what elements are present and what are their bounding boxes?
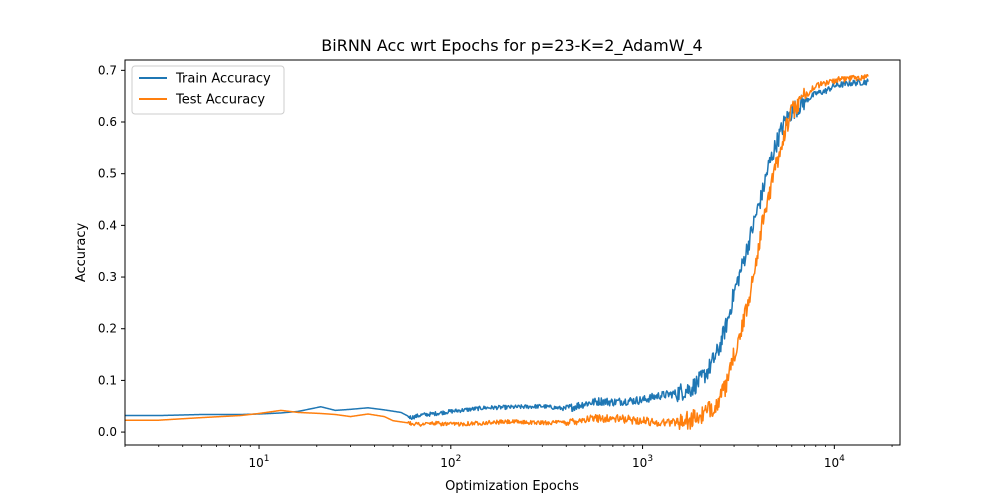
legend: Train Accuracy Test Accuracy	[131, 65, 285, 115]
legend-box	[131, 65, 285, 115]
y-tick-label: 0.2	[98, 322, 117, 336]
x-tick-label: 102	[440, 454, 461, 470]
y-tick-label: 0.3	[98, 270, 117, 284]
plot-area	[125, 60, 900, 445]
legend-label-train: Train Accuracy	[175, 72, 271, 87]
legend-label-test: Test Accuracy	[175, 93, 265, 108]
x-tick-label: 101	[249, 454, 270, 470]
series-line-test	[124, 73, 869, 431]
y-tick-label: 0.0	[98, 425, 117, 439]
plot-frame	[124, 59, 901, 446]
x-tick-label: 103	[632, 454, 653, 470]
y-axis-title: Accuracy	[74, 223, 89, 283]
series-layer	[124, 73, 869, 431]
y-tick-label: 0.5	[98, 167, 117, 181]
y-tick-label: 0.6	[98, 115, 117, 129]
x-tick-label: 104	[824, 454, 845, 470]
chart-title: BiRNN Acc wrt Epochs for p=23-K=2_AdamW_…	[321, 36, 702, 56]
y-tick-label: 0.4	[98, 218, 117, 232]
y-tick-label: 0.1	[98, 373, 117, 387]
x-axis-title: Optimization Epochs	[445, 479, 579, 494]
y-tick-label: 0.7	[98, 63, 117, 77]
